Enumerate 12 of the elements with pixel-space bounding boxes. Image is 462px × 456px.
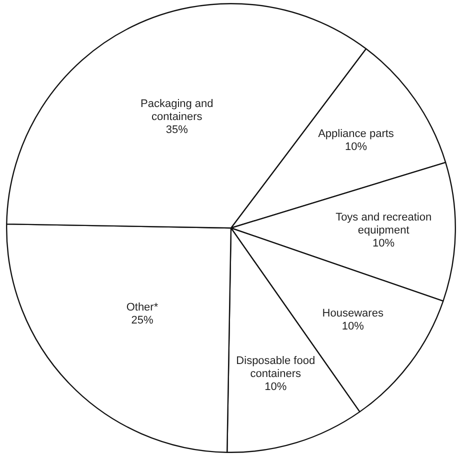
slice-label: Housewares — [322, 307, 384, 320]
data-label: 10% — [264, 380, 287, 393]
data-label: 10% — [344, 141, 368, 154]
data-label: 25% — [131, 314, 154, 326]
slice-label: Other* — [126, 301, 159, 314]
slice-label: Toys and recreation equipment — [336, 212, 432, 237]
slice-label: Disposable food containers — [236, 354, 316, 380]
data-label: 10% — [372, 238, 395, 250]
slice-label: Packaging and containers — [140, 98, 214, 124]
data-label: 35% — [166, 124, 188, 136]
slice-label: Appliance parts — [318, 128, 394, 140]
data-label: 10% — [342, 320, 364, 332]
